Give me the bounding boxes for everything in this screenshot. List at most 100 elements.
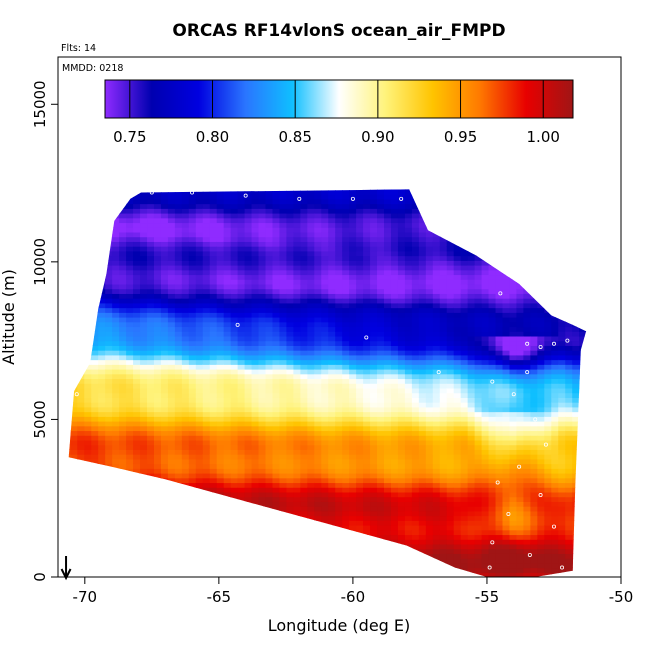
heatmap-cell xyxy=(321,335,329,342)
heatmap-cell xyxy=(342,236,350,242)
heatmap-cell xyxy=(91,458,99,465)
heatmap-cell xyxy=(279,364,288,370)
heatmap-cell xyxy=(147,525,155,531)
heatmap-cell xyxy=(77,378,85,384)
heatmap-cell xyxy=(356,548,364,554)
heatmap-cell xyxy=(174,435,183,441)
heatmap-cell xyxy=(119,227,127,233)
heatmap-cell xyxy=(363,463,371,469)
heatmap-cell xyxy=(418,491,427,498)
heatmap-cell xyxy=(314,548,322,554)
heatmap-cell xyxy=(418,378,427,384)
heatmap-cell xyxy=(279,288,288,294)
heatmap-cell xyxy=(119,510,127,517)
heatmap-cell xyxy=(404,562,413,569)
heatmap-cell xyxy=(321,406,329,413)
heatmap-cell xyxy=(293,250,301,257)
heatmap-cell xyxy=(363,203,371,209)
heatmap-cell xyxy=(119,231,127,238)
heatmap-cell xyxy=(446,387,455,394)
heatmap-cell xyxy=(68,416,71,422)
heatmap-cell xyxy=(167,444,176,450)
heatmap-cell xyxy=(404,364,413,370)
heatmap-cell xyxy=(370,345,378,351)
heatmap-cell xyxy=(460,454,469,460)
heatmap-cell xyxy=(174,260,183,266)
heatmap-cell xyxy=(160,246,169,252)
heatmap-cell xyxy=(314,520,322,526)
heatmap-cell xyxy=(390,312,399,318)
heatmap-cell xyxy=(411,208,420,214)
heatmap-cell xyxy=(335,449,343,455)
heatmap-cell xyxy=(195,529,204,536)
heatmap-cell xyxy=(411,350,420,356)
heatmap-cell xyxy=(474,539,483,545)
heatmap-cell xyxy=(370,227,378,233)
heatmap-cell xyxy=(460,463,469,469)
heatmap-cell xyxy=(377,529,385,536)
heatmap-cell xyxy=(418,217,427,224)
heatmap-cell xyxy=(265,326,274,332)
heatmap-cell xyxy=(453,350,462,356)
heatmap-cell xyxy=(188,312,197,318)
heatmap-cell xyxy=(390,539,399,545)
heatmap-cell xyxy=(446,525,455,531)
heatmap-cell xyxy=(258,189,267,190)
heatmap-cell xyxy=(363,487,371,493)
heatmap-cell xyxy=(209,274,218,280)
heatmap-cell xyxy=(293,444,301,450)
heatmap-cell xyxy=(349,340,357,346)
heatmap-cell xyxy=(202,373,211,380)
heatmap-cell xyxy=(397,477,406,484)
heatmap-cell xyxy=(384,425,392,432)
heatmap-cell xyxy=(321,562,329,569)
heatmap-cell xyxy=(105,449,113,455)
heatmap-cell xyxy=(377,416,385,422)
heatmap-cell xyxy=(181,312,190,318)
heatmap-cell xyxy=(370,307,378,313)
heatmap-cell xyxy=(244,269,253,276)
heatmap-cell xyxy=(349,435,357,441)
heatmap-cell xyxy=(356,369,364,375)
heatmap-cell xyxy=(384,473,392,479)
heatmap-cell xyxy=(223,454,232,460)
heatmap-cell xyxy=(237,260,246,266)
heatmap-cell xyxy=(272,548,281,554)
heatmap-cell xyxy=(397,529,406,536)
heatmap-cell xyxy=(439,208,448,214)
heatmap-cell xyxy=(160,231,169,238)
heatmap-cell xyxy=(411,231,420,238)
heatmap-cell xyxy=(188,189,197,195)
heatmap-cell xyxy=(349,454,357,460)
heatmap-cell xyxy=(77,468,85,474)
heatmap-cell xyxy=(307,345,315,351)
heatmap-cell xyxy=(237,269,246,276)
heatmap-cell xyxy=(244,548,253,554)
heatmap-cell xyxy=(446,458,455,465)
heatmap-cell xyxy=(160,293,169,299)
heatmap-cell xyxy=(349,425,357,432)
heatmap-cell xyxy=(105,335,113,342)
heatmap-cell xyxy=(167,392,176,398)
heatmap-cell xyxy=(181,321,190,328)
heatmap-cell xyxy=(390,449,399,455)
heatmap-cell xyxy=(91,364,99,370)
heatmap-cell xyxy=(119,425,127,432)
heatmap-cell xyxy=(460,520,469,526)
heatmap-cell xyxy=(356,392,364,398)
heatmap-cell xyxy=(356,236,364,242)
heatmap-cell xyxy=(84,227,92,233)
heatmap-cell xyxy=(160,520,169,526)
heatmap-cell xyxy=(265,416,274,422)
heatmap-cell xyxy=(446,435,455,441)
heatmap-cell xyxy=(167,515,176,521)
heatmap-cell xyxy=(314,331,322,337)
heatmap-cell xyxy=(251,463,260,469)
heatmap-cell xyxy=(377,335,385,342)
heatmap-cell xyxy=(244,317,253,323)
heatmap-cell xyxy=(265,477,274,484)
heatmap-cell xyxy=(460,364,469,370)
heatmap-cell xyxy=(84,477,92,484)
heatmap-cell xyxy=(397,354,406,361)
heatmap-cell xyxy=(453,525,462,531)
